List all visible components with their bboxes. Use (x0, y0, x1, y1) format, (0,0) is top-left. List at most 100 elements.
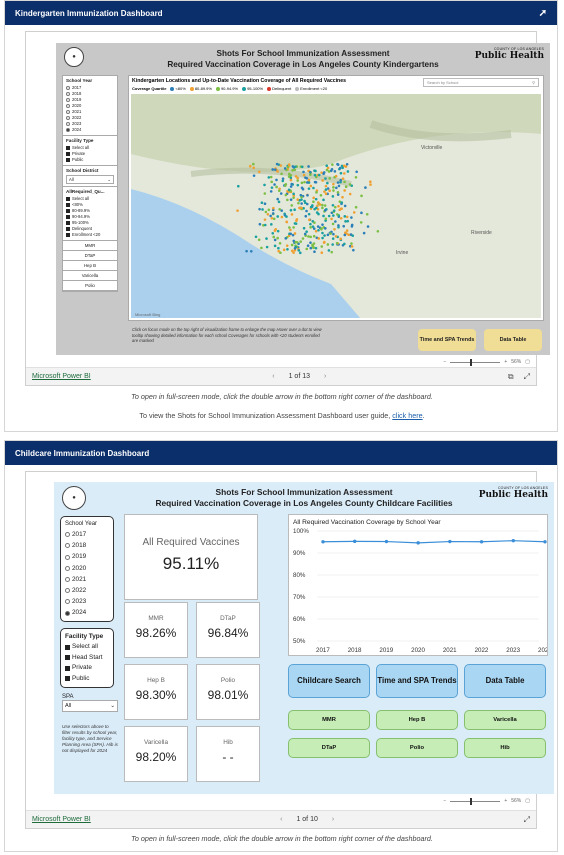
school-dot[interactable] (270, 180, 274, 184)
school-dot[interactable] (350, 242, 353, 245)
school-dot[interactable] (309, 226, 312, 229)
school-dot[interactable] (344, 185, 348, 189)
school-dot[interactable] (312, 186, 315, 190)
school-dot[interactable] (354, 205, 358, 209)
school-dot[interactable] (287, 163, 291, 166)
school-dot[interactable] (263, 223, 267, 227)
vaccine-button[interactable]: MMR (63, 241, 117, 251)
school-dot[interactable] (305, 176, 309, 180)
school-dot[interactable] (336, 162, 339, 166)
school-dot[interactable] (289, 208, 293, 212)
school-dot[interactable] (323, 204, 327, 207)
school-dot[interactable] (351, 234, 355, 237)
radio-icon[interactable] (65, 532, 70, 538)
school-dot[interactable] (257, 238, 261, 242)
school-dot[interactable] (341, 195, 344, 199)
school-dot[interactable] (275, 185, 278, 189)
school-dot[interactable] (315, 191, 318, 194)
school-dot[interactable] (321, 231, 324, 235)
school-dot[interactable] (324, 184, 328, 188)
school-dot[interactable] (320, 227, 323, 230)
school-dot[interactable] (258, 207, 261, 211)
school-dot[interactable] (305, 230, 308, 233)
school-dot[interactable] (330, 211, 334, 215)
school-dot[interactable] (345, 215, 349, 219)
school-dot[interactable] (365, 212, 369, 216)
school-dot[interactable] (336, 181, 340, 184)
school-dot[interactable] (275, 178, 278, 182)
school-dot[interactable] (263, 183, 266, 187)
next-page-icon[interactable]: › (324, 373, 327, 380)
map-visual[interactable]: Kindergarten Locations and Up-to-Date Va… (128, 75, 544, 321)
school-dot[interactable] (292, 251, 295, 254)
school-dot[interactable] (304, 214, 308, 218)
radio-icon[interactable] (65, 565, 70, 571)
school-dot[interactable] (331, 222, 335, 226)
school-dot[interactable] (312, 234, 316, 238)
school-dot[interactable] (331, 243, 334, 246)
school-dot[interactable] (273, 229, 277, 232)
radio-icon[interactable] (65, 588, 70, 594)
la-county-map[interactable]: Riverside Irvine Victorville Microsoft B… (131, 94, 541, 318)
school-dot[interactable] (289, 178, 293, 182)
checkbox-icon[interactable] (66, 152, 70, 156)
action-button[interactable]: Time and SPA Trends (376, 664, 458, 698)
year-option[interactable]: 2021 (65, 574, 109, 585)
school-dot[interactable] (236, 209, 239, 212)
school-dot[interactable] (309, 184, 313, 188)
school-dot[interactable] (276, 170, 279, 173)
school-dot[interactable] (290, 249, 294, 253)
checkbox-icon[interactable] (66, 146, 70, 150)
checkbox-icon[interactable] (66, 209, 70, 213)
school-dot[interactable] (339, 216, 343, 220)
school-dot[interactable] (303, 232, 307, 236)
school-dot[interactable] (322, 241, 326, 244)
school-dot[interactable] (306, 244, 310, 247)
year-option[interactable]: 2021 (66, 109, 114, 115)
school-dot[interactable] (332, 232, 335, 236)
school-dot[interactable] (339, 180, 342, 184)
school-dot[interactable] (276, 229, 280, 233)
powerbi-link[interactable]: Microsoft Power BI (32, 816, 91, 823)
school-dot[interactable] (301, 187, 305, 191)
year-option[interactable]: 2024 (65, 607, 109, 618)
school-dot[interactable] (366, 225, 370, 228)
radio-icon[interactable] (66, 92, 70, 96)
year-option[interactable]: 2023 (65, 596, 109, 607)
school-dot[interactable] (332, 182, 335, 186)
school-dot[interactable] (302, 170, 305, 174)
checkbox-icon[interactable] (66, 227, 70, 231)
school-dot[interactable] (321, 223, 324, 226)
quartile-option[interactable]: Delinquent (66, 226, 114, 232)
school-dot[interactable] (320, 245, 324, 248)
spa-dropdown[interactable]: All ⌄ (62, 700, 118, 712)
school-dot[interactable] (281, 177, 285, 180)
school-dot[interactable] (330, 168, 334, 171)
school-dot[interactable] (346, 219, 350, 223)
school-dot[interactable] (324, 177, 327, 180)
school-dot[interactable] (326, 243, 330, 246)
school-dot[interactable] (261, 223, 265, 227)
school-dot[interactable] (320, 251, 324, 255)
action-button[interactable]: Data Table (464, 664, 546, 698)
school-dot[interactable] (267, 208, 271, 212)
school-dot[interactable] (285, 244, 289, 247)
school-dot[interactable] (316, 225, 320, 228)
vaccine-button[interactable]: Polio (63, 281, 117, 291)
school-dot[interactable] (330, 250, 334, 254)
map-search-input[interactable]: Search by School ⚲ (423, 78, 539, 87)
school-dot[interactable] (292, 196, 295, 199)
time-spa-trends-button[interactable]: Time and SPA Trends (418, 329, 476, 351)
school-dot[interactable] (323, 209, 327, 212)
school-dot[interactable] (272, 235, 276, 239)
school-dot[interactable] (335, 241, 339, 245)
school-dot[interactable] (326, 187, 330, 190)
school-dot[interactable] (342, 164, 346, 168)
school-dot[interactable] (331, 195, 335, 198)
school-district-dropdown[interactable]: All ⌄ (66, 175, 114, 184)
school-dot[interactable] (326, 233, 330, 237)
school-dot[interactable] (311, 204, 314, 207)
school-dot[interactable] (337, 184, 341, 188)
quartile-option[interactable]: Select all (66, 196, 114, 202)
school-dot[interactable] (330, 217, 333, 221)
